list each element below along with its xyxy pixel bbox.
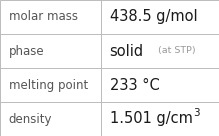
Text: density: density	[9, 112, 52, 126]
Text: 438.5 g/mol: 438.5 g/mol	[110, 10, 197, 24]
Text: solid: solid	[110, 44, 144, 58]
Text: molar mass: molar mass	[9, 10, 78, 24]
Text: 1.501 g/cm: 1.501 g/cm	[110, 112, 192, 126]
Text: 233 °C: 233 °C	[110, 78, 159, 92]
Text: (at STP): (at STP)	[158, 47, 195, 55]
Text: melting point: melting point	[9, 78, 88, 92]
Text: phase: phase	[9, 44, 44, 58]
Text: 3: 3	[193, 108, 199, 118]
